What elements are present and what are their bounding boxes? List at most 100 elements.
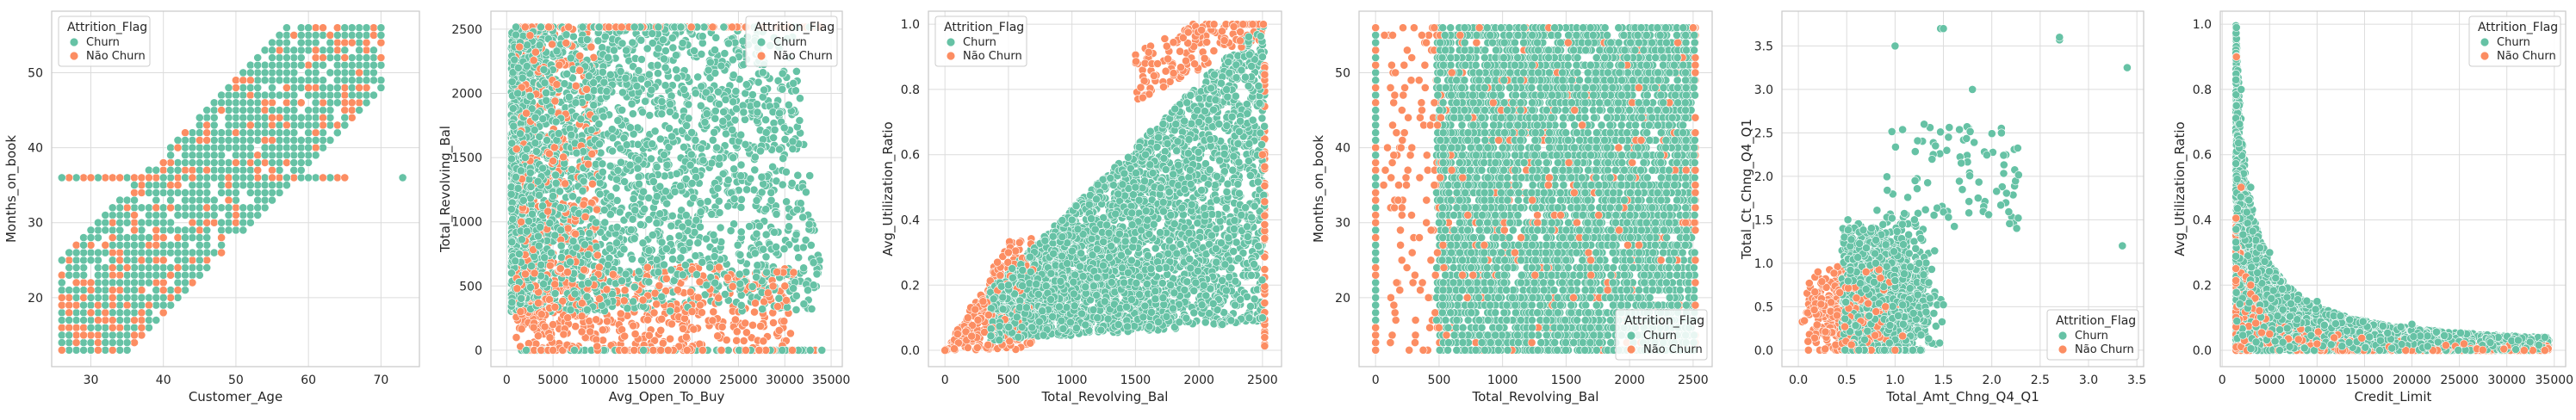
point-churn bbox=[305, 39, 313, 46]
point-churn bbox=[225, 83, 233, 91]
point-churn bbox=[552, 171, 560, 179]
point-churn bbox=[254, 53, 262, 61]
point-churn bbox=[225, 136, 233, 144]
point-nao-churn bbox=[729, 23, 736, 31]
point-churn bbox=[760, 86, 768, 94]
point-churn bbox=[203, 211, 211, 219]
point-churn bbox=[130, 271, 138, 279]
point-churn bbox=[356, 61, 363, 69]
point-churn bbox=[72, 316, 80, 324]
point-churn bbox=[305, 174, 313, 182]
point-nao-churn bbox=[72, 339, 80, 347]
point-nao-churn bbox=[341, 106, 349, 114]
point-churn bbox=[762, 231, 770, 238]
point-churn bbox=[518, 294, 525, 302]
point-churn bbox=[123, 234, 131, 242]
point-churn bbox=[305, 136, 313, 144]
point-churn bbox=[246, 129, 254, 137]
point-nao-churn bbox=[599, 326, 606, 334]
point-nao-churn bbox=[714, 332, 722, 340]
point-churn bbox=[210, 211, 218, 219]
point-churn bbox=[290, 106, 298, 114]
point-churn bbox=[713, 144, 721, 151]
point-churn bbox=[711, 252, 718, 260]
point-churn bbox=[377, 31, 385, 39]
point-churn bbox=[196, 188, 203, 196]
point-churn bbox=[232, 136, 239, 144]
point-churn bbox=[189, 136, 196, 144]
point-nao-churn bbox=[102, 174, 109, 182]
point-churn bbox=[645, 71, 653, 78]
point-churn bbox=[246, 83, 254, 91]
point-churn bbox=[102, 249, 109, 256]
point-churn bbox=[356, 31, 363, 39]
point-churn bbox=[333, 69, 341, 77]
point-churn bbox=[181, 279, 189, 287]
point-nao-churn bbox=[159, 279, 167, 287]
point-churn bbox=[608, 126, 616, 133]
point-churn bbox=[626, 124, 634, 132]
point-churn bbox=[102, 287, 109, 294]
point-churn bbox=[630, 235, 638, 243]
point-churn bbox=[706, 59, 714, 66]
point-churn bbox=[754, 262, 761, 269]
point-churn bbox=[80, 263, 88, 271]
point-churn bbox=[159, 271, 167, 279]
point-nao-churn bbox=[174, 287, 182, 294]
point-churn bbox=[635, 268, 642, 275]
point-churn bbox=[225, 204, 233, 212]
y-tick-label: 0.2 bbox=[901, 279, 920, 293]
point-nao-churn bbox=[658, 315, 666, 323]
point-churn bbox=[282, 91, 290, 99]
point-churn bbox=[138, 204, 146, 212]
point-churn bbox=[341, 121, 349, 129]
point-nao-churn bbox=[523, 109, 531, 117]
point-nao-churn bbox=[733, 328, 741, 336]
point-churn bbox=[225, 158, 233, 166]
point-nao-churn bbox=[572, 323, 580, 330]
point-nao-churn bbox=[723, 337, 730, 344]
point-churn bbox=[181, 263, 189, 271]
point-nao-churn bbox=[87, 309, 95, 317]
point-nao-churn bbox=[138, 331, 146, 339]
point-nao-churn bbox=[152, 234, 160, 242]
point-churn bbox=[276, 129, 283, 137]
point-nao-churn bbox=[109, 301, 116, 309]
point-nao-churn bbox=[667, 320, 675, 328]
point-nao-churn bbox=[290, 31, 298, 39]
point-churn bbox=[305, 114, 313, 121]
point-churn bbox=[282, 144, 290, 151]
point-churn bbox=[145, 211, 152, 219]
point-churn bbox=[661, 82, 669, 90]
y-axis-label: Total_Revolving_Bal bbox=[438, 126, 454, 253]
point-churn bbox=[130, 234, 138, 242]
point-churn bbox=[635, 156, 642, 164]
point-churn bbox=[282, 182, 290, 189]
point-churn bbox=[196, 211, 203, 219]
point-churn bbox=[123, 293, 131, 301]
point-churn bbox=[276, 166, 283, 174]
point-nao-churn bbox=[152, 256, 160, 264]
point-churn bbox=[94, 324, 102, 331]
point-churn bbox=[607, 193, 615, 201]
point-churn bbox=[65, 331, 73, 339]
point-churn bbox=[312, 31, 320, 39]
point-churn bbox=[776, 109, 784, 117]
point-nao-churn bbox=[341, 99, 349, 107]
point-churn bbox=[369, 77, 377, 84]
point-churn bbox=[138, 219, 146, 226]
point-churn bbox=[87, 301, 95, 309]
point-churn bbox=[511, 56, 518, 64]
point-churn bbox=[623, 46, 630, 54]
point-churn bbox=[747, 175, 754, 182]
point-churn bbox=[326, 114, 334, 121]
point-churn bbox=[660, 261, 667, 269]
point-churn bbox=[196, 204, 203, 212]
point-nao-churn bbox=[630, 322, 637, 330]
point-churn bbox=[796, 95, 804, 102]
point-nao-churn bbox=[87, 241, 95, 249]
point-churn bbox=[159, 182, 167, 189]
point-nao-churn bbox=[261, 136, 269, 144]
point-churn bbox=[603, 87, 611, 95]
point-churn bbox=[261, 188, 269, 196]
